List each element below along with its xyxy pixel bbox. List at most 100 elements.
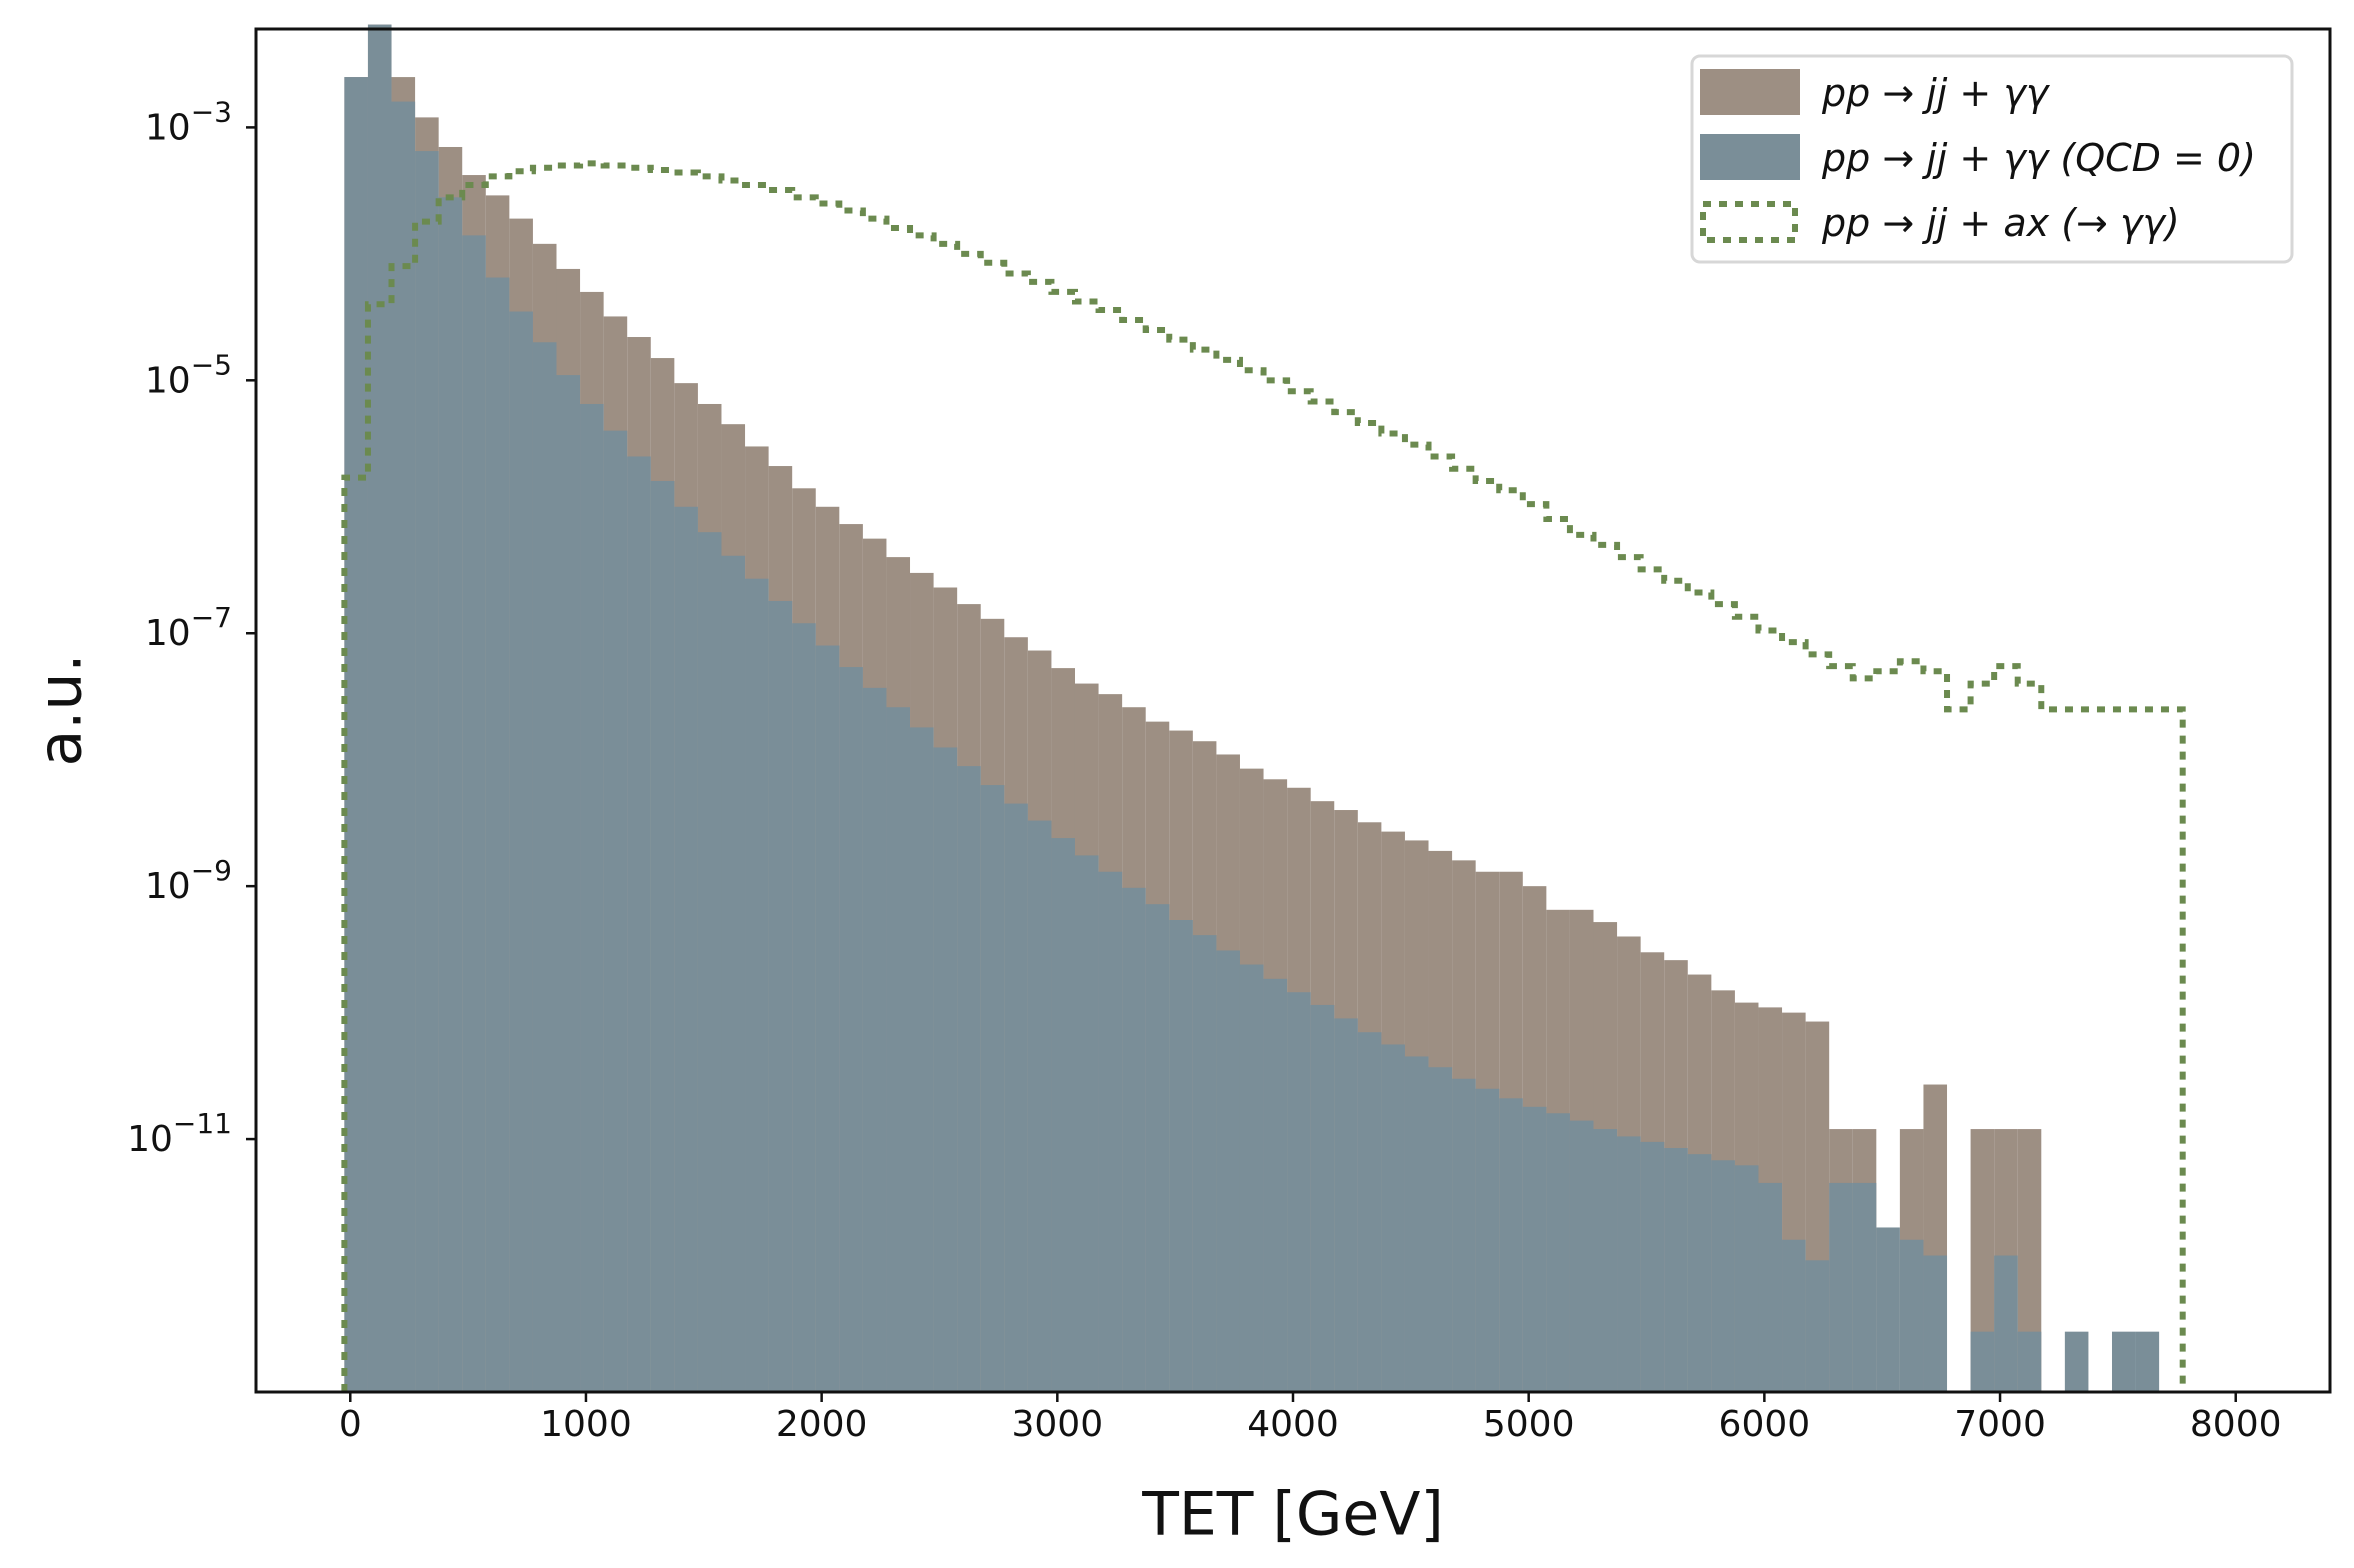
series-1-bar-43 [1357, 1032, 1382, 1392]
series-1-bar-11 [603, 430, 628, 1392]
series-1-bar-25 [933, 747, 958, 1392]
series-1-bar-66 [1899, 1239, 1924, 1392]
series-1-bar-64 [1852, 1182, 1877, 1392]
series-1-bar-46 [1428, 1067, 1453, 1392]
series-0-step-line [341, 160, 2186, 1392]
series-1-bar-17 [745, 578, 769, 1392]
legend-label-2: pp → jj + ax (→ γγ) [1821, 201, 2180, 245]
series-1-bar-31 [1074, 855, 1099, 1392]
series-1-bar-69 [1970, 1331, 1995, 1392]
series-1-bar-12 [627, 456, 651, 1393]
series-1-bar-39 [1263, 978, 1288, 1392]
series-1-bar-2 [391, 101, 416, 1393]
legend-swatch-0 [1700, 69, 1800, 115]
series-1-bar-20 [815, 645, 840, 1392]
series-1-bar-65 [1876, 1227, 1900, 1392]
series-1-bar-29 [1027, 820, 1052, 1392]
series-1-bar-8 [532, 342, 557, 1392]
series-1-bar-54 [1617, 1136, 1641, 1392]
y-axis-label: a.u. [26, 654, 96, 767]
x-axis-label: TET [GeV] [1141, 1480, 1444, 1550]
series-1-bar-6 [485, 277, 510, 1392]
series-1-bar-4 [438, 197, 463, 1392]
x-tick-label-3: 3000 [1012, 1404, 1104, 1445]
series-1-bar-51 [1546, 1113, 1570, 1392]
series-1-bar-75 [2111, 1331, 2136, 1392]
series-1-bar-53 [1593, 1129, 1618, 1392]
series-1-bar-71 [2017, 1331, 2042, 1392]
series-1-bar-21 [839, 667, 863, 1392]
series-1-bar-16 [721, 555, 746, 1392]
series-1-bar-13 [650, 480, 675, 1393]
series-1-bar-24 [910, 727, 934, 1392]
x-tick-label-4: 4000 [1247, 1404, 1339, 1445]
series-1-bar-15 [697, 532, 722, 1392]
series-1-bar-47 [1452, 1078, 1476, 1392]
series-1-bar-70 [1994, 1255, 2018, 1392]
series-1-bar-76 [2135, 1331, 2160, 1392]
series-1-bar-63 [1829, 1182, 1853, 1392]
series-1-bar-48 [1475, 1088, 1500, 1392]
legend-swatch-1 [1700, 134, 1800, 180]
series-1-bar-33 [1122, 887, 1146, 1392]
legend-box [1690, 54, 2294, 264]
series-1-bar-26 [957, 766, 981, 1392]
legend: pp → jj + γγ pp → jj + γγ (QCD = 0) pp → j… [1690, 54, 2294, 264]
y-tick-label-3: 10−5 [145, 348, 232, 401]
series-1-bar-18 [768, 600, 793, 1392]
series-0-bar-71 [2017, 1129, 2042, 1392]
series-1-bar-50 [1522, 1106, 1547, 1392]
series-1-bar-61 [1782, 1239, 1806, 1392]
series-1-bar-55 [1640, 1141, 1665, 1392]
series-0-bar-69 [1970, 1129, 1995, 1392]
series-1-bar-7 [509, 311, 533, 1392]
series-1-bar-38 [1239, 964, 1264, 1392]
x-tick-label-7: 7000 [1954, 1404, 2046, 1445]
series-1-bar-59 [1734, 1165, 1759, 1392]
x-tick-label-0: 0 [339, 1404, 362, 1445]
x-axis: 0 1000 2000 3000 4000 5000 6000 7000 8000 [339, 1392, 2282, 1445]
plot-content [341, 24, 2186, 1393]
x-tick-label-2: 2000 [776, 1404, 868, 1445]
series-1-bar-9 [556, 375, 581, 1393]
x-tick-label-8: 8000 [2190, 1404, 2282, 1445]
series-1-bar-40 [1287, 992, 1311, 1392]
series-1-bar-58 [1711, 1160, 1735, 1392]
series-1-bar-32 [1098, 871, 1123, 1392]
series-1-bar-5 [462, 235, 486, 1392]
series-1-bar-35 [1169, 920, 1193, 1392]
x-tick-label-5: 5000 [1483, 1404, 1575, 1445]
series-1-bar-27 [980, 785, 1005, 1392]
series-1-bar-22 [862, 687, 887, 1392]
series-1-bar-49 [1499, 1098, 1523, 1392]
series-1-bar-19 [792, 623, 816, 1392]
y-tick-label-4: 10−3 [145, 95, 232, 148]
series-1-bar-41 [1310, 1004, 1335, 1392]
y-tick-label-2: 10−7 [145, 601, 232, 654]
series-1-bar-42 [1334, 1018, 1358, 1392]
series-1-bar-52 [1569, 1120, 1594, 1392]
series-1-bar-57 [1687, 1154, 1712, 1392]
series-1-bar-14 [674, 506, 698, 1392]
series-1-bar-60 [1758, 1182, 1783, 1392]
series-1-bar-44 [1381, 1044, 1405, 1392]
y-tick-label-1: 10−9 [145, 854, 232, 907]
series-1-bar-37 [1216, 950, 1240, 1392]
legend-label-0: pp → jj + γγ [1821, 71, 2051, 115]
series-1-bar-67 [1923, 1255, 1948, 1392]
series-1-bar-10 [580, 403, 604, 1393]
series-1-bar-23 [886, 707, 911, 1392]
series-1-bar-1 [367, 24, 392, 1393]
series-1-group [344, 24, 2160, 1393]
x-tick-label-1: 1000 [540, 1404, 632, 1445]
series-1-bar-30 [1051, 838, 1075, 1392]
series-1-bar-56 [1664, 1148, 1688, 1392]
legend-label-1: pp → jj + γγ (QCD = 0) [1821, 136, 2256, 180]
x-tick-label-6: 6000 [1719, 1404, 1811, 1445]
y-axis: 10−11 10−9 10−7 10−5 10−3 [127, 95, 256, 1160]
series-1-bar-62 [1805, 1260, 1830, 1392]
y-tick-label-0: 10−11 [127, 1107, 232, 1160]
series-1-bar-34 [1145, 904, 1170, 1392]
